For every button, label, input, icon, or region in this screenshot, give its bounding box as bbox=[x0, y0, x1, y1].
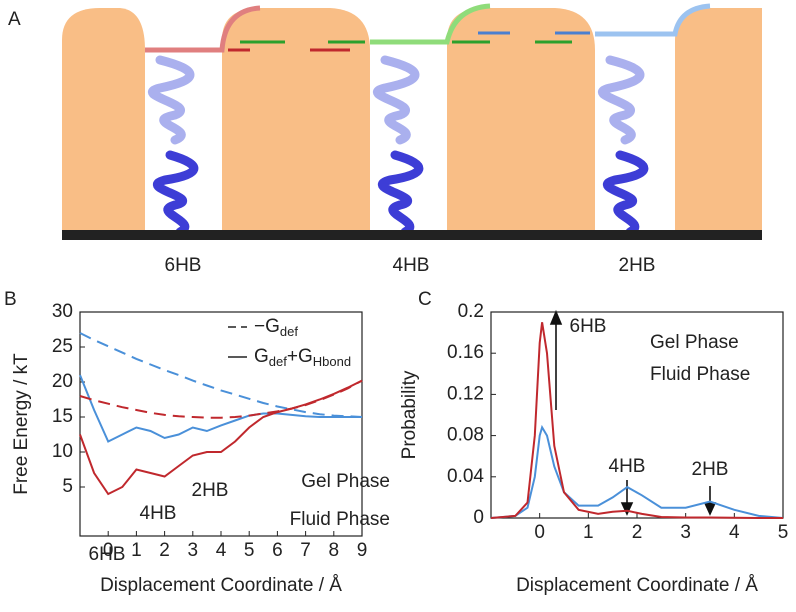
level-dashes bbox=[228, 31, 590, 52]
membrane-block bbox=[447, 8, 595, 232]
x-tick-label: 2 bbox=[159, 540, 170, 561]
y-tick-label: 0.16 bbox=[447, 342, 484, 363]
x-tick-label: 4 bbox=[216, 540, 227, 561]
y-tick-label: 0.08 bbox=[447, 425, 484, 446]
x-tick-label: 8 bbox=[329, 540, 340, 561]
y-tick-label: 5 bbox=[62, 476, 73, 497]
series-line bbox=[79, 332, 363, 418]
diagram-label: 2HB bbox=[619, 255, 656, 276]
plot-frame bbox=[79, 311, 363, 537]
membrane-block bbox=[62, 8, 145, 232]
x-tick-label: 0 bbox=[534, 522, 545, 543]
helices bbox=[147, 55, 649, 237]
blue-energy-line bbox=[595, 3, 711, 37]
base-bar bbox=[62, 230, 762, 240]
diagram-label: 4HB bbox=[393, 255, 430, 276]
x-tick-label: 9 bbox=[357, 540, 368, 561]
annotation: 6HB bbox=[570, 316, 607, 337]
y-tick-label: 0.04 bbox=[447, 466, 484, 487]
x-tick-label: 5 bbox=[244, 540, 255, 561]
panel-label: C bbox=[418, 289, 432, 310]
series-line bbox=[79, 379, 363, 419]
x-tick-label: 4 bbox=[729, 522, 740, 543]
y-tick-label: 0 bbox=[473, 507, 484, 528]
panel-a-diagram: 6HB 4HB 2HB bbox=[62, 0, 762, 276]
x-tick-label: 6 bbox=[272, 540, 283, 561]
x-axis-title: Displacement Coordinate / Å bbox=[516, 575, 758, 596]
y-tick-label: 10 bbox=[52, 441, 73, 462]
legend-label: Gel Phase bbox=[650, 332, 739, 353]
series-line bbox=[490, 322, 783, 519]
y-tick-label: 15 bbox=[52, 406, 73, 427]
panel-label: B bbox=[4, 289, 17, 310]
annotation: 2HB bbox=[692, 459, 729, 480]
y-tick-label: 20 bbox=[52, 371, 73, 392]
annotation: 4HB bbox=[609, 456, 646, 477]
legend-label: Gel Phase bbox=[301, 471, 390, 492]
x-tick-label: 0 bbox=[103, 540, 114, 561]
legend-entry: −Gdef bbox=[254, 316, 298, 339]
x-axis-title: Displacement Coordinate / Å bbox=[100, 575, 342, 596]
subscript: def bbox=[269, 354, 287, 369]
legend-text: +G bbox=[287, 346, 313, 367]
legend-text: G bbox=[254, 346, 269, 367]
x-tick-label: 2 bbox=[632, 522, 643, 543]
annotation: 4HB bbox=[140, 503, 177, 524]
subscript: def bbox=[280, 324, 298, 339]
y-tick-label: 0.2 bbox=[458, 301, 484, 322]
x-tick-label: 7 bbox=[300, 540, 311, 561]
x-tick-label: 3 bbox=[188, 540, 199, 561]
subscript: Hbond bbox=[313, 354, 351, 369]
y-axis-title: Free Energy / kT bbox=[11, 353, 32, 495]
x-tick-label: 5 bbox=[778, 522, 789, 543]
membrane-block bbox=[222, 8, 370, 232]
y-tick-label: 25 bbox=[52, 336, 73, 357]
pink-energy-line bbox=[145, 5, 261, 53]
plot-frame bbox=[490, 311, 784, 519]
y-tick-label: 0.12 bbox=[447, 383, 484, 404]
panel-label: A bbox=[8, 9, 21, 30]
x-tick-label: 1 bbox=[131, 540, 142, 561]
series-line bbox=[79, 374, 362, 443]
annotation: 2HB bbox=[192, 480, 229, 501]
legend-entry: Gdef+GHbond bbox=[254, 346, 351, 369]
y-axis-title: Probability bbox=[399, 370, 420, 459]
x-tick-label: 1 bbox=[583, 522, 594, 543]
annotation: 6HB bbox=[89, 544, 126, 565]
legend-label: Fluid Phase bbox=[290, 509, 390, 530]
x-tick-label: 3 bbox=[680, 522, 691, 543]
diagram-label: 6HB bbox=[165, 255, 202, 276]
legend-text: −G bbox=[254, 316, 280, 337]
series-line bbox=[490, 424, 784, 519]
green-energy-line bbox=[370, 3, 491, 45]
y-tick-label: 30 bbox=[52, 301, 73, 322]
legend-label: Fluid Phase bbox=[650, 364, 750, 385]
membrane-block bbox=[675, 8, 762, 232]
